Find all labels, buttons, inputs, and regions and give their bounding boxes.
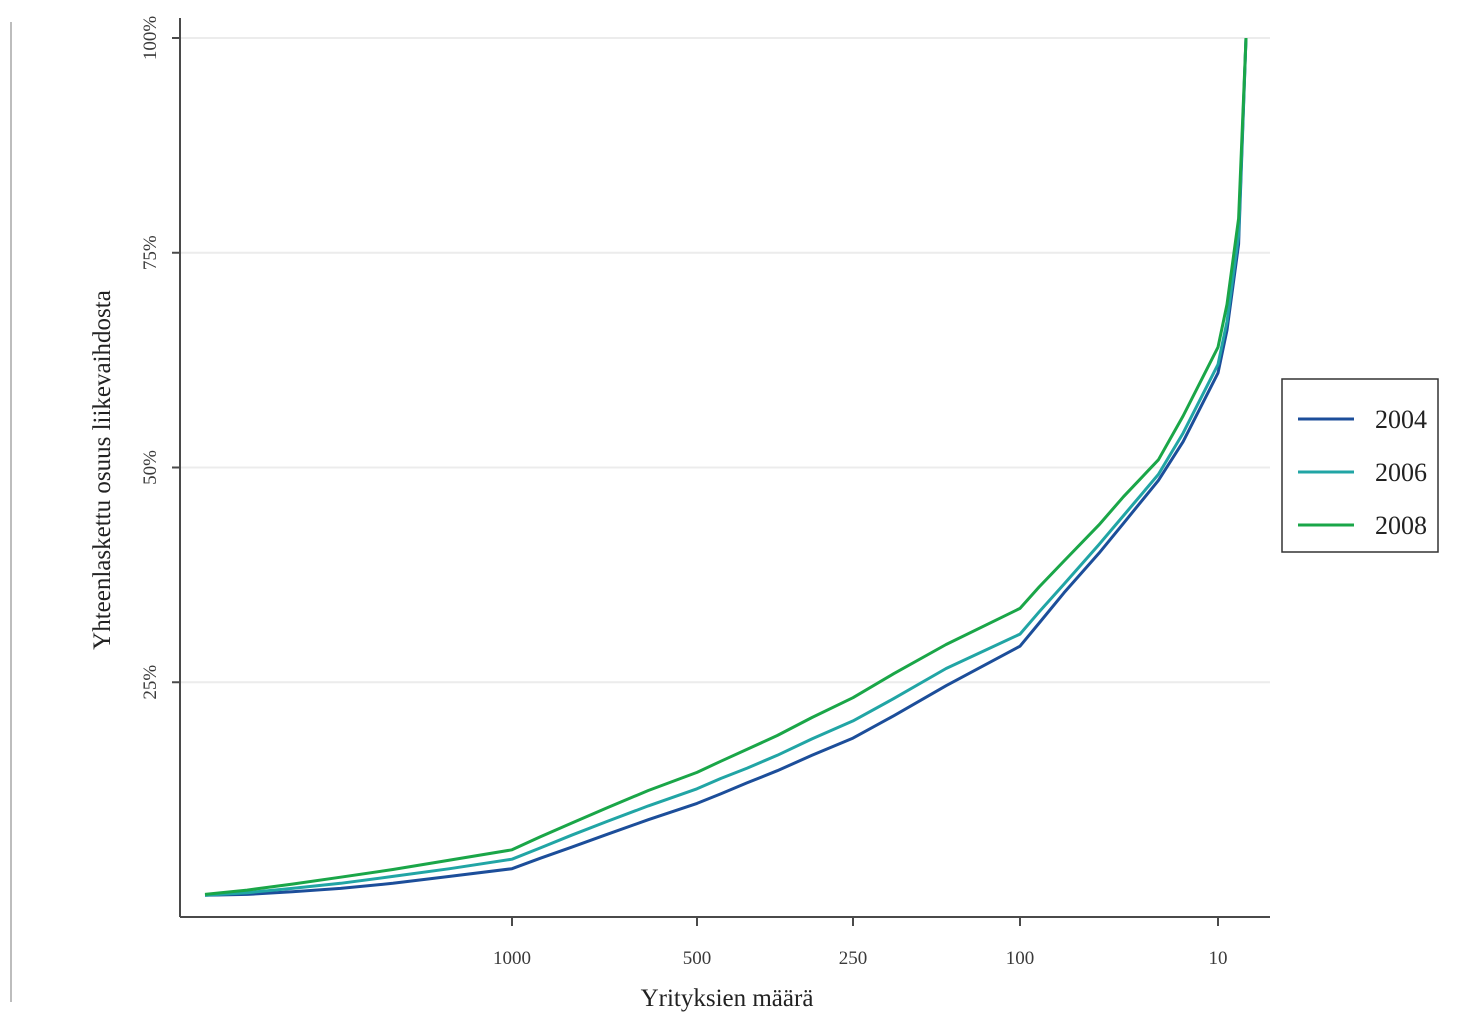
series-layer (204, 37, 1248, 897)
legend-label: 2006 (1375, 458, 1427, 487)
legend-label: 2004 (1375, 405, 1427, 434)
y-tick-label: 100% (140, 16, 161, 61)
y-ticks: 25% 50% 75% 100% (140, 16, 180, 700)
x-tick-label: 100 (1006, 948, 1035, 969)
y-tick-label: 75% (140, 235, 161, 270)
y-tick-label: 25% (140, 665, 161, 700)
x-ticks: 1000 500 250 100 10 (493, 917, 1228, 969)
x-axis-title: Yrityksien määrä (641, 985, 814, 1012)
series-line-2008 (204, 37, 1248, 896)
legend-label: 2008 (1375, 511, 1427, 540)
x-tick-label: 250 (839, 948, 868, 969)
grid-lines (180, 37, 1270, 684)
x-tick-label: 1000 (493, 948, 531, 969)
y-tick-label: 50% (140, 450, 161, 485)
y-axis-title: Yhteenlaskettu osuus liikevaihdosta (89, 290, 116, 650)
x-tick-label: 500 (683, 948, 712, 969)
legend-box (1281, 378, 1439, 553)
series-line-2004 (204, 37, 1248, 897)
series-line-2006 (204, 37, 1248, 897)
legend: 2004 2006 2008 (1281, 378, 1439, 553)
x-tick-label: 10 (1209, 948, 1228, 969)
left-rule (10, 22, 12, 1002)
